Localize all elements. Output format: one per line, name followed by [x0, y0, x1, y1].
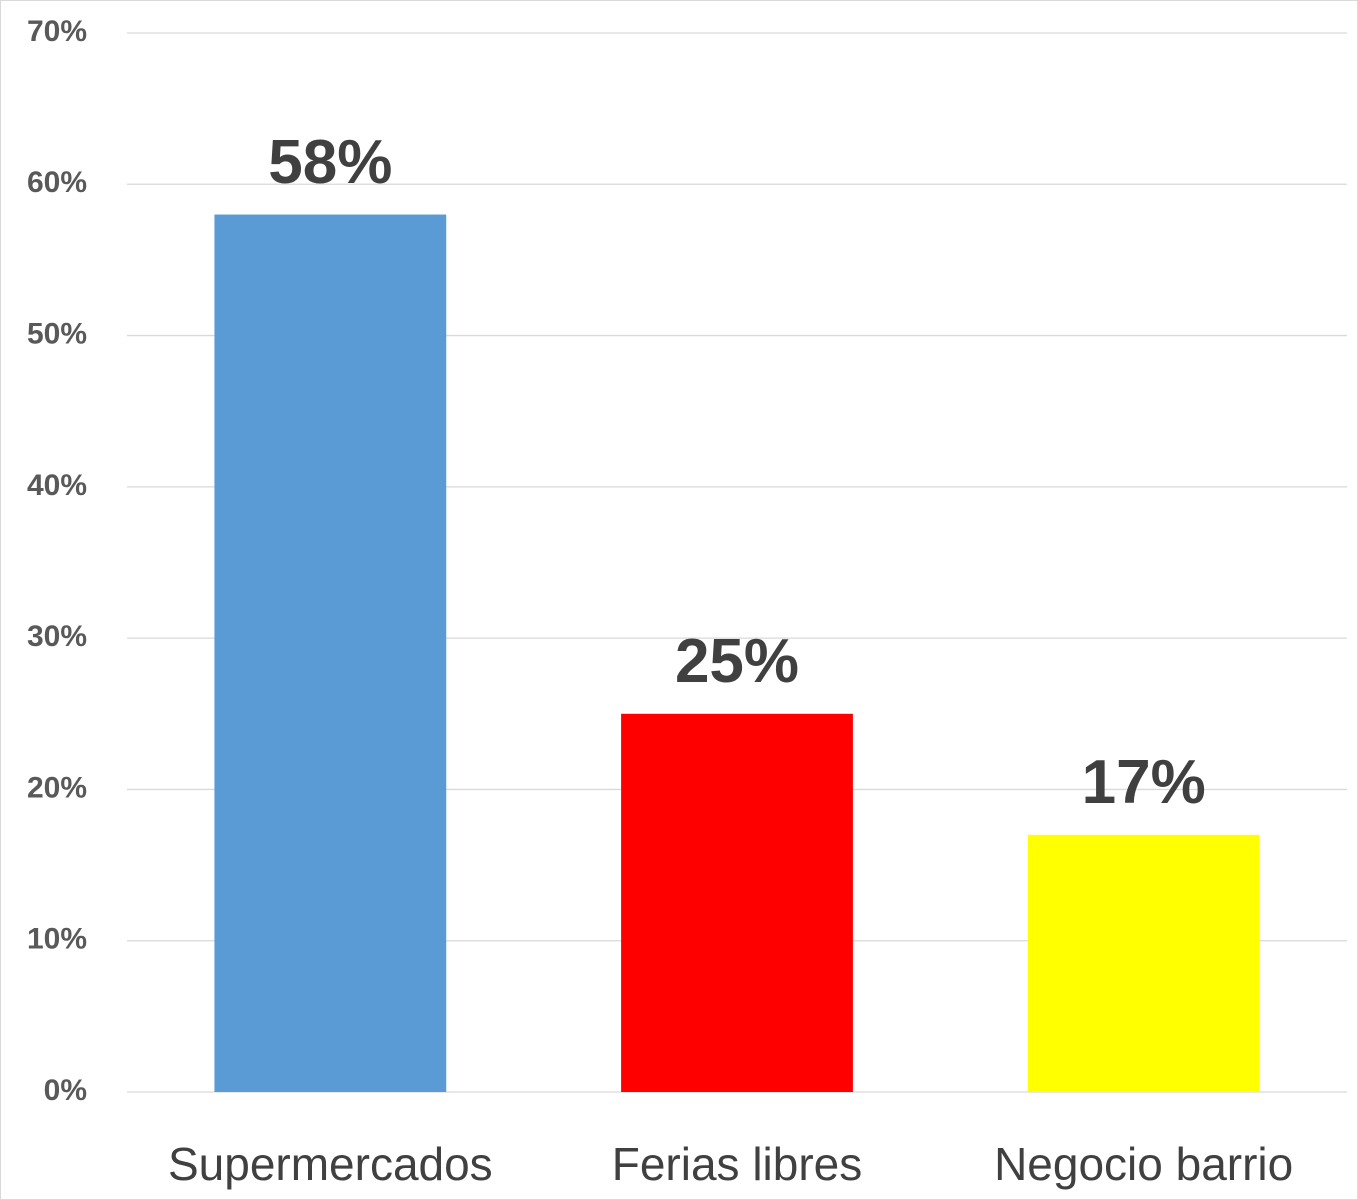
y-tick-label: 40%: [27, 469, 87, 502]
x-tick-label: Negocio barrio: [994, 1138, 1293, 1190]
y-tick-label: 30%: [27, 620, 87, 653]
y-tick-label: 20%: [27, 771, 87, 804]
data-label: 17%: [1082, 748, 1206, 817]
bar: [1027, 834, 1260, 1092]
x-tick-label: Supermercados: [168, 1138, 493, 1190]
y-tick-label: 70%: [27, 15, 87, 48]
data-label: 58%: [268, 128, 392, 197]
y-tick-label: 0%: [44, 1074, 87, 1107]
y-tick-label: 50%: [27, 317, 87, 350]
data-label: 25%: [675, 627, 799, 696]
x-tick-label: Ferias libres: [612, 1138, 863, 1190]
bar: [621, 713, 853, 1092]
y-tick-label: 10%: [27, 923, 87, 956]
y-tick-label: 60%: [27, 166, 87, 199]
bar: [214, 214, 447, 1093]
